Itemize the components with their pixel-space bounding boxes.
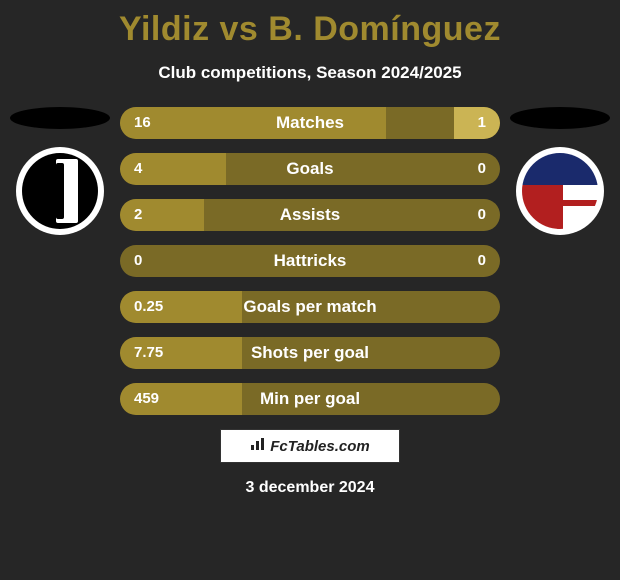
stat-row: 2Assists0: [120, 199, 500, 231]
comparison-area: 16Matches14Goals02Assists00Hattricks00.2…: [0, 107, 620, 415]
player-shadow-left: [10, 107, 110, 129]
stat-value-right: 0: [478, 199, 486, 231]
club-logo-right: [516, 147, 604, 235]
stat-value-right: 0: [478, 153, 486, 185]
stat-row: 16Matches1: [120, 107, 500, 139]
stat-label: Assists: [120, 199, 500, 231]
brand-text: FcTables.com: [270, 438, 369, 455]
date-text: 3 december 2024: [0, 479, 620, 497]
club-logo-left: [16, 147, 104, 235]
stat-row: 4Goals0: [120, 153, 500, 185]
stat-label: Goals per match: [120, 291, 500, 323]
stat-label: Goals: [120, 153, 500, 185]
stat-label: Hattricks: [120, 245, 500, 277]
juventus-icon: [56, 159, 78, 223]
stat-label: Min per goal: [120, 383, 500, 415]
stat-label: Matches: [120, 107, 500, 139]
stat-row: 7.75Shots per goal: [120, 337, 500, 369]
player-shadow-right: [510, 107, 610, 129]
stat-label: Shots per goal: [120, 337, 500, 369]
stat-value-right: 0: [478, 245, 486, 277]
bologna-icon: [522, 153, 598, 229]
stat-row: 459Min per goal: [120, 383, 500, 415]
page-subtitle: Club competitions, Season 2024/2025: [0, 63, 620, 83]
stat-row: 0.25Goals per match: [120, 291, 500, 323]
stat-bars: 16Matches14Goals02Assists00Hattricks00.2…: [120, 107, 500, 415]
stat-row: 0Hattricks0: [120, 245, 500, 277]
chart-icon: [250, 430, 266, 464]
stat-value-right: 1: [478, 107, 486, 139]
brand-badge: FcTables.com: [220, 429, 400, 463]
page-title: Yildiz vs B. Domínguez: [0, 0, 620, 49]
